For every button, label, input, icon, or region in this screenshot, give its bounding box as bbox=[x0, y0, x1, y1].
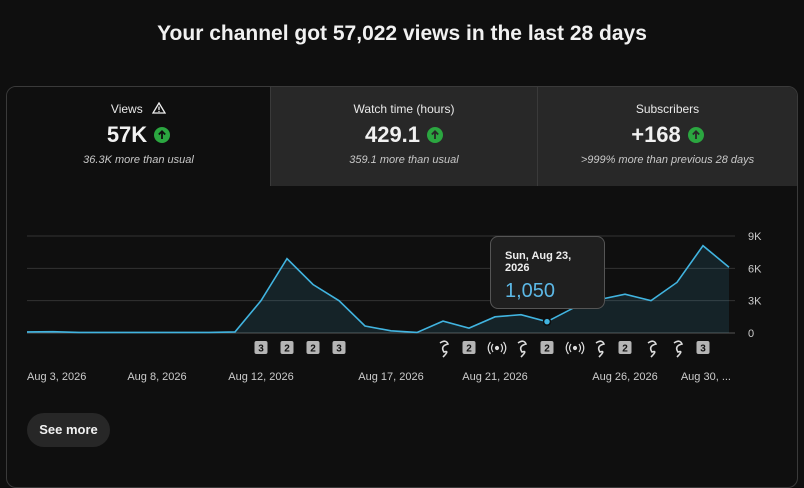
live-icon bbox=[487, 341, 507, 355]
shorts-icon bbox=[673, 340, 684, 358]
y-tick-label: 9K bbox=[748, 231, 762, 243]
tooltip: Sun, Aug 23, 2026 1,050 bbox=[490, 236, 605, 309]
up-icon bbox=[687, 127, 704, 143]
y-tick-label: 6K bbox=[748, 263, 762, 275]
content-icons bbox=[439, 340, 684, 358]
tab-value-row: 429.1 bbox=[271, 122, 537, 148]
tab-value-row: +168 bbox=[538, 122, 797, 148]
badge bbox=[540, 341, 554, 354]
live-icon bbox=[565, 341, 585, 355]
badge bbox=[306, 341, 320, 354]
badge bbox=[280, 341, 294, 354]
badge-label: 2 bbox=[622, 344, 628, 355]
x-tick-label: Aug 21, 2026 bbox=[462, 371, 527, 383]
badge-label: 2 bbox=[544, 344, 550, 355]
warning-icon bbox=[151, 101, 167, 114]
chart: 0 3K 6K 9K Aug 3, 2026 Aug 8, 2026 Aug 12, 202… bbox=[26, 231, 762, 383]
shorts-icon bbox=[595, 340, 606, 358]
badge bbox=[254, 341, 268, 354]
up-icon bbox=[427, 127, 444, 143]
area bbox=[27, 245, 729, 333]
hover-dot bbox=[542, 317, 552, 326]
line bbox=[26, 244, 730, 334]
tab-subscribers[interactable]: Subscribers +168 >999% more than previou… bbox=[538, 87, 797, 186]
badge bbox=[462, 341, 476, 354]
see-more-button[interactable]: See more bbox=[27, 413, 110, 447]
tab-watch-time[interactable]: Watch time (hours) 429.1 359.1 more than… bbox=[271, 87, 538, 186]
badge bbox=[332, 341, 346, 354]
tab-value: 57K bbox=[106, 122, 148, 147]
y-tick-label: 0 bbox=[748, 328, 754, 340]
badge-label: 3 bbox=[700, 344, 706, 355]
x-tick-label: Aug 30, ... bbox=[681, 371, 731, 383]
badge-label: 2 bbox=[284, 344, 290, 355]
x-tick-label: Aug 17, 2026 bbox=[358, 371, 423, 383]
page: Your channel got 57,022 views in the las… bbox=[6, 22, 798, 488]
badge-label: 2 bbox=[466, 344, 472, 355]
analytics-card: Views 57K 36.3K more than usual Watch ti… bbox=[6, 86, 798, 488]
tab-label: Views bbox=[110, 102, 143, 116]
x-tick-label: Aug 12, 2026 bbox=[228, 371, 293, 383]
badge bbox=[618, 341, 632, 354]
tab-note: 359.1 more than usual bbox=[349, 154, 459, 166]
page-title: Your channel got 57,022 views in the las… bbox=[157, 22, 647, 45]
badge-label: 3 bbox=[258, 344, 264, 355]
y-tick-label: 3K bbox=[748, 296, 762, 308]
badge-label: 2 bbox=[310, 344, 316, 355]
tooltip-title: Sun, Aug 23, 2026 bbox=[505, 250, 572, 274]
up-icon bbox=[154, 127, 171, 143]
x-tick-label: Aug 3, 2026 bbox=[27, 371, 86, 383]
tab-value: 429.1 bbox=[364, 122, 421, 147]
tab-note: >999% more than previous 28 days bbox=[580, 154, 755, 166]
shorts-icon bbox=[439, 340, 450, 358]
shorts-icon bbox=[647, 340, 658, 358]
tab-label: Subscribers bbox=[635, 102, 700, 116]
tab-label: Watch time (hours) bbox=[353, 102, 455, 116]
shorts-icon bbox=[517, 340, 528, 358]
x-tick-label: Aug 26, 2026 bbox=[592, 371, 657, 383]
tab-value: +168 bbox=[631, 122, 681, 147]
tab-views[interactable]: Views 57K 36.3K more than usual bbox=[7, 87, 271, 186]
tab-note: 36.3K more than usual bbox=[83, 154, 194, 166]
badge bbox=[696, 341, 710, 354]
x-tick-label: Aug 8, 2026 bbox=[127, 371, 186, 383]
tab-value-row: 57K bbox=[7, 122, 270, 148]
tab-label-row: Views bbox=[7, 101, 270, 118]
tooltip-value: 1,050 bbox=[505, 280, 556, 302]
badge-label: 3 bbox=[336, 344, 342, 355]
